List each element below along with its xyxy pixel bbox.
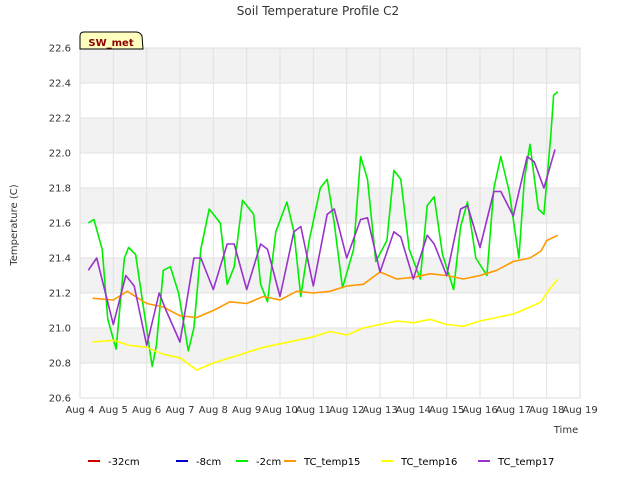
x-tick-labels: Aug 4 Aug 5 Aug 6 Aug 7 Aug 8 Aug 9 Aug 10Aug … — [65, 405, 597, 416]
legend-label: TC_temp15 — [303, 457, 360, 468]
y-tick-label: 21.8 — [49, 184, 71, 195]
legend: -32cm -8cm -2cm TC_temp15 TC_temp16 TC_temp17 — [88, 457, 554, 468]
x-tick-label: Aug 7 — [165, 405, 194, 416]
y-tick-label: 21.4 — [49, 254, 71, 265]
y-tick-label: 22.0 — [49, 149, 71, 160]
series-lines — [87, 91, 559, 371]
legend-item-8cm: -8cm — [176, 457, 221, 468]
legend-label: -32cm — [108, 457, 140, 468]
x-tick-label: Aug 16 — [462, 405, 497, 416]
x-tick-label: Aug 18 — [529, 405, 564, 416]
grid-band — [80, 328, 580, 363]
x-tick-label: Aug 12 — [329, 405, 364, 416]
legend-label: TC_temp16 — [400, 457, 457, 468]
y-tick-label: 21.2 — [49, 289, 71, 300]
grid-band — [80, 48, 580, 83]
y-tick-label: 21.6 — [49, 219, 71, 230]
x-tick-label: Aug 19 — [562, 405, 597, 416]
plot-frame — [79, 47, 581, 399]
badge-label: SW_met — [88, 38, 133, 49]
x-tick-label: Aug 14 — [396, 405, 431, 416]
legend-item-2cm: -2cm — [236, 457, 281, 468]
series-line-tc-temp17 — [87, 149, 556, 347]
x-tick-label: Aug 8 — [199, 405, 228, 416]
grid-band — [80, 118, 580, 153]
y-tick-label: 20.6 — [49, 394, 71, 405]
grid-band — [80, 258, 580, 293]
legend-item-tc-temp16: TC_temp16 — [381, 457, 457, 468]
y-axis-title: Temperature (C) — [9, 184, 20, 266]
x-tick-label: Aug 5 — [99, 405, 128, 416]
station-badge: SW_met — [79, 31, 144, 50]
series-line-tc-temp16 — [92, 278, 559, 371]
chart-title: Soil Temperature Profile C2 — [237, 4, 399, 18]
x-axis-title: Time — [553, 425, 578, 436]
y-tick-label: 20.8 — [49, 359, 71, 370]
legend-label: TC_temp17 — [497, 457, 554, 468]
y-tick-label: 22.4 — [49, 79, 71, 90]
x-tick-label: Aug 13 — [362, 405, 397, 416]
series-line-tc-temp15 — [92, 234, 559, 319]
series-line-2cm — [87, 91, 559, 368]
legend-item-32cm: -32cm — [88, 457, 140, 468]
y-tick-label: 22.6 — [49, 44, 71, 55]
x-tick-label: Aug 15 — [429, 405, 464, 416]
legend-label: -8cm — [196, 457, 221, 468]
x-tick-label: Aug 6 — [132, 405, 161, 416]
badge-shape — [79, 31, 144, 50]
x-tick-label: Aug 17 — [496, 405, 531, 416]
legend-item-tc-temp17: TC_temp17 — [478, 457, 554, 468]
legend-item-tc-temp15: TC_temp15 — [284, 457, 360, 468]
x-tick-label: Aug 9 — [232, 405, 261, 416]
x-tick-label: Aug 10 — [262, 405, 297, 416]
y-tick-labels: 20.6 20.8 21.0 21.2 21.4 21.6 21.8 22.0 22.2 22.4… — [49, 44, 71, 405]
x-tick-label: Aug 4 — [65, 405, 94, 416]
legend-label: -2cm — [256, 457, 281, 468]
y-tick-label: 22.2 — [49, 114, 71, 125]
x-tick-label: Aug 11 — [296, 405, 331, 416]
y-tick-label: 21.0 — [49, 324, 71, 335]
